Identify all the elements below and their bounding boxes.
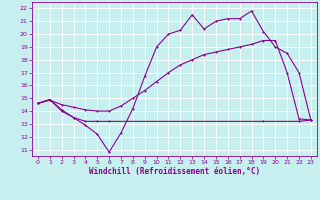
X-axis label: Windchill (Refroidissement éolien,°C): Windchill (Refroidissement éolien,°C) [89,167,260,176]
